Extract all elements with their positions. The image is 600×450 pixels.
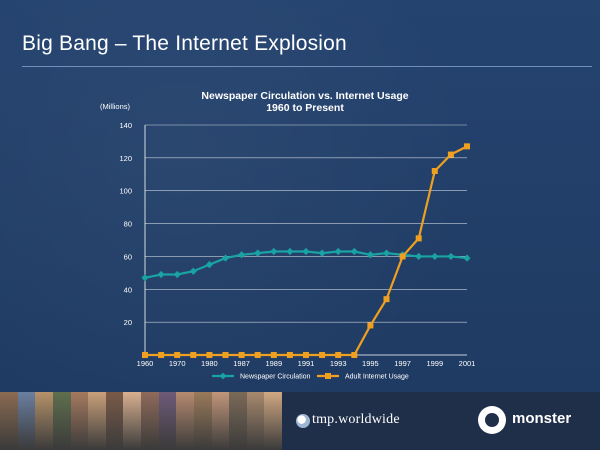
y-tick-label: 100 <box>119 187 132 196</box>
legend-marker <box>219 372 227 380</box>
photo-thumbnail <box>105 392 124 450</box>
data-point <box>238 352 245 358</box>
data-point <box>399 253 406 260</box>
photo-thumbnail <box>0 392 18 450</box>
data-point <box>190 352 197 358</box>
x-tick-label: 1997 <box>394 359 411 368</box>
data-point <box>174 352 181 358</box>
data-point <box>158 352 165 358</box>
title-divider <box>22 66 592 67</box>
photo-thumbnail <box>35 392 53 450</box>
legend-marker <box>325 373 331 379</box>
data-point <box>302 247 310 256</box>
photo-thumbnail <box>17 392 36 450</box>
legend-label: Adult Internet Usage <box>345 374 409 381</box>
data-point <box>238 251 246 259</box>
data-point <box>205 261 213 269</box>
x-tick-label: 1960 <box>137 359 154 368</box>
monster-logo: monster <box>512 410 572 427</box>
slide-background <box>0 0 600 392</box>
tmp-worldwide-logo: tmp.worldwide <box>312 412 400 427</box>
data-point <box>431 252 439 261</box>
photo-thumbnail <box>264 392 282 450</box>
footer-bar: tmp.worldwide monster <box>0 392 600 450</box>
data-point <box>319 352 326 358</box>
photo-thumbnail <box>88 392 106 450</box>
data-point <box>382 249 391 257</box>
chart-subtitle: 1960 to Present <box>266 102 344 114</box>
tmp-worldwide-logo-icon <box>296 414 310 428</box>
data-point <box>318 249 326 257</box>
data-point <box>447 151 454 158</box>
line-chart: Newspaper Circulation vs. Internet Usage… <box>100 90 476 381</box>
data-point <box>447 252 455 261</box>
data-point <box>189 267 197 275</box>
y-axis-label: (Millions) <box>100 102 131 111</box>
data-point <box>367 322 374 329</box>
data-point <box>303 352 309 358</box>
x-tick-label: 1970 <box>169 359 186 368</box>
data-point <box>464 143 470 150</box>
chart-title: Newspaper Circulation vs. Internet Usage <box>201 90 408 102</box>
x-tick-label: 2001 <box>459 359 476 368</box>
data-point <box>254 249 262 257</box>
x-tick-label: 1987 <box>233 359 250 368</box>
photo-thumbnail <box>211 392 230 450</box>
y-tick-label: 80 <box>124 220 132 229</box>
data-point <box>254 352 261 358</box>
photo-thumbnail <box>246 392 265 450</box>
photo-thumbnail <box>193 392 212 450</box>
y-tick-label: 40 <box>124 285 132 294</box>
x-tick-label: 1993 <box>330 359 347 368</box>
data-point <box>222 352 229 358</box>
data-point <box>351 352 358 358</box>
data-point <box>415 235 422 242</box>
slide-title: Big Bang – The Internet Explosion <box>22 32 347 55</box>
monster-logo-icon <box>478 406 506 434</box>
x-tick-label: 1999 <box>426 359 443 368</box>
data-point <box>415 252 423 261</box>
data-point <box>221 254 230 262</box>
photo-thumbnail <box>158 392 177 450</box>
photo-thumbnail <box>176 392 194 450</box>
x-tick-label: 1989 <box>265 359 282 368</box>
data-point <box>463 254 471 262</box>
photo-thumbnail <box>141 392 159 450</box>
x-tick-label: 1995 <box>362 359 379 368</box>
data-point <box>270 247 278 256</box>
legend-label: Newspaper Circulation <box>240 374 311 381</box>
y-tick-label: 60 <box>124 252 132 261</box>
photo-strip <box>0 392 282 450</box>
photo-thumbnail <box>70 392 89 450</box>
data-point <box>141 274 149 282</box>
data-point <box>286 352 293 358</box>
data-point <box>335 352 342 358</box>
data-point <box>286 247 294 256</box>
data-point <box>142 352 148 358</box>
y-tick-label: 120 <box>119 154 132 163</box>
y-tick-label: 20 <box>124 318 132 327</box>
data-point <box>173 270 181 279</box>
data-point <box>383 296 390 303</box>
data-point <box>366 251 374 259</box>
data-point <box>157 270 165 279</box>
x-tick-label: 1980 <box>201 359 218 368</box>
data-point <box>350 247 358 256</box>
photo-thumbnail <box>52 392 71 450</box>
x-tick-label: 1991 <box>298 359 315 368</box>
photo-thumbnail <box>229 392 247 450</box>
data-point <box>431 168 438 174</box>
y-tick-label: 140 <box>119 121 132 130</box>
data-point <box>270 352 277 358</box>
data-point <box>206 352 213 358</box>
data-point <box>334 247 342 256</box>
photo-thumbnail <box>123 392 141 450</box>
